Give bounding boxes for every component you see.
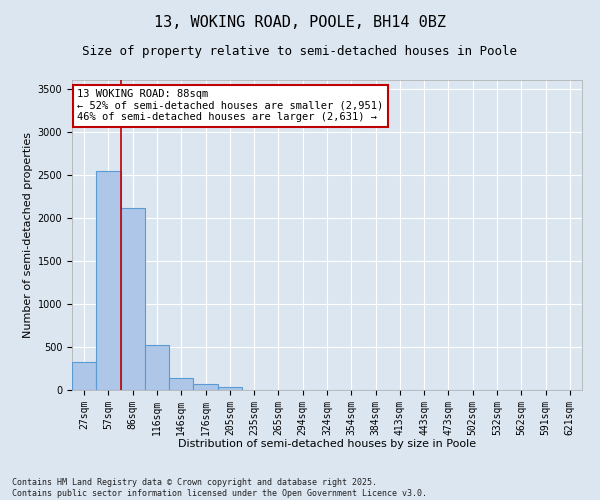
Bar <box>193 384 218 390</box>
Text: 13, WOKING ROAD, POOLE, BH14 0BZ: 13, WOKING ROAD, POOLE, BH14 0BZ <box>154 15 446 30</box>
X-axis label: Distribution of semi-detached houses by size in Poole: Distribution of semi-detached houses by … <box>178 439 476 449</box>
Text: 13 WOKING ROAD: 88sqm
← 52% of semi-detached houses are smaller (2,951)
46% of s: 13 WOKING ROAD: 88sqm ← 52% of semi-deta… <box>77 90 383 122</box>
Bar <box>72 362 96 390</box>
Bar <box>218 387 242 390</box>
Text: Contains HM Land Registry data © Crown copyright and database right 2025.
Contai: Contains HM Land Registry data © Crown c… <box>12 478 427 498</box>
Bar <box>145 345 169 390</box>
Bar <box>121 208 145 390</box>
Text: Size of property relative to semi-detached houses in Poole: Size of property relative to semi-detach… <box>83 45 517 58</box>
Bar <box>169 378 193 390</box>
Bar <box>96 172 121 390</box>
Y-axis label: Number of semi-detached properties: Number of semi-detached properties <box>23 132 34 338</box>
